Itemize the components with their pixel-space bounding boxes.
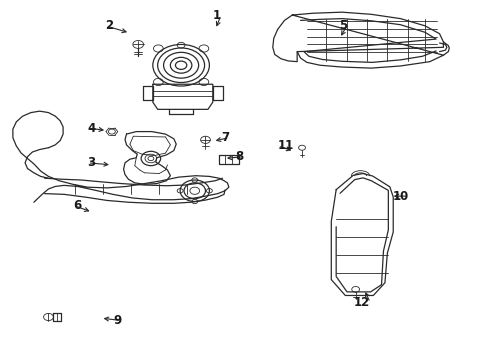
Text: 9: 9 [113, 314, 122, 327]
Text: 2: 2 [105, 19, 113, 32]
Text: 3: 3 [87, 156, 96, 169]
Text: 5: 5 [338, 19, 346, 32]
Text: 4: 4 [87, 122, 96, 135]
Text: 7: 7 [220, 131, 228, 144]
Text: 12: 12 [353, 296, 369, 309]
Text: 10: 10 [392, 190, 408, 203]
Text: 8: 8 [235, 150, 243, 163]
Text: 11: 11 [277, 139, 293, 152]
Text: 1: 1 [213, 9, 221, 22]
Text: 6: 6 [73, 199, 81, 212]
